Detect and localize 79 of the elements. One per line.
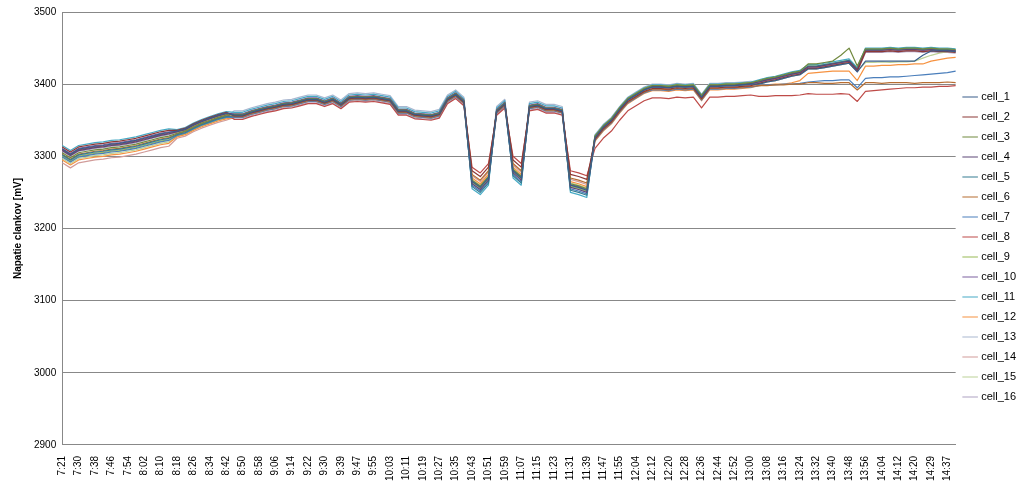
legend-label: cell_8 bbox=[981, 230, 1010, 243]
y-tick-label: 3200 bbox=[34, 222, 57, 234]
x-tick-label: 11:31 bbox=[564, 455, 576, 481]
x-tick-label: 8:02 bbox=[137, 455, 149, 476]
x-tick-label: 7:54 bbox=[121, 455, 133, 476]
y-axis-title: Napatie clankov [mV] bbox=[11, 177, 23, 280]
legend-label: cell_11 bbox=[981, 290, 1016, 303]
x-tick-label: 12:36 bbox=[695, 455, 707, 482]
x-tick-label: 9:06 bbox=[269, 455, 281, 476]
x-tick-label: 7:38 bbox=[88, 455, 100, 476]
y-tick-label: 3000 bbox=[34, 366, 57, 378]
legend-label: cell_1 bbox=[981, 90, 1010, 103]
x-tick-label: 11:39 bbox=[580, 455, 592, 481]
x-tick-label: 12:20 bbox=[662, 455, 674, 482]
legend-label: cell_7 bbox=[981, 210, 1010, 223]
x-tick-label: 9:22 bbox=[301, 455, 313, 476]
x-tick-label: 12:12 bbox=[646, 455, 658, 482]
x-tick-label: 12:04 bbox=[629, 455, 641, 482]
x-tick-label: 14:20 bbox=[908, 455, 920, 482]
x-tick-label: 8:58 bbox=[252, 455, 264, 476]
x-tick-label: 8:50 bbox=[236, 455, 248, 476]
legend-label: cell_10 bbox=[981, 270, 1016, 283]
x-tick-label: 8:26 bbox=[187, 455, 199, 476]
legend-label: cell_16 bbox=[981, 390, 1016, 403]
x-tick-label: 13:16 bbox=[777, 455, 789, 482]
y-tick-label: 3100 bbox=[34, 294, 57, 306]
x-tick-label: 13:24 bbox=[793, 455, 805, 482]
x-tick-label: 14:37 bbox=[941, 455, 953, 482]
y-tick-label: 3300 bbox=[34, 150, 57, 162]
x-tick-label: 14:04 bbox=[875, 455, 887, 482]
legend-label: cell_15 bbox=[981, 370, 1016, 383]
legend-label: cell_5 bbox=[981, 170, 1010, 183]
x-tick-label: 10:27 bbox=[433, 455, 445, 482]
x-tick-label: 14:29 bbox=[924, 455, 936, 482]
y-tick-label: 3400 bbox=[34, 77, 57, 89]
x-tick-label: 10:35 bbox=[449, 455, 461, 482]
x-tick-label: 9:39 bbox=[334, 455, 346, 476]
x-tick-label: 8:42 bbox=[219, 455, 231, 476]
x-tick-label: 10:03 bbox=[383, 455, 395, 482]
x-tick-label: 9:55 bbox=[367, 455, 379, 476]
x-tick-label: 12:52 bbox=[728, 455, 740, 482]
legend-label: cell_9 bbox=[981, 250, 1010, 263]
legend-label: cell_6 bbox=[981, 190, 1010, 203]
x-tick-label: 10:51 bbox=[482, 455, 494, 482]
x-tick-label: 11:55 bbox=[613, 455, 625, 481]
x-tick-label: 8:18 bbox=[170, 455, 182, 476]
x-tick-label: 7:30 bbox=[72, 455, 84, 476]
x-tick-label: 12:44 bbox=[711, 455, 723, 482]
x-tick-label: 7:46 bbox=[105, 455, 117, 476]
legend-label: cell_14 bbox=[981, 350, 1016, 363]
x-tick-label: 9:30 bbox=[318, 455, 330, 476]
y-tick-label: 2900 bbox=[34, 438, 57, 450]
x-tick-label: 11:07 bbox=[514, 455, 526, 481]
x-tick-label: 13:32 bbox=[810, 455, 822, 482]
legend-label: cell_4 bbox=[981, 150, 1010, 163]
legend-label: cell_12 bbox=[981, 310, 1016, 323]
x-tick-label: 9:14 bbox=[285, 455, 297, 476]
legend-label: cell_3 bbox=[981, 130, 1010, 143]
y-tick-label: 3500 bbox=[34, 5, 57, 17]
x-tick-label: 9:47 bbox=[351, 455, 363, 476]
x-tick-label: 13:00 bbox=[744, 455, 756, 482]
x-tick-label: 10:43 bbox=[465, 455, 477, 482]
legend-label: cell_13 bbox=[981, 330, 1016, 343]
x-tick-label: 7:21 bbox=[56, 455, 67, 476]
x-tick-label: 8:34 bbox=[203, 455, 215, 476]
x-tick-label: 10:11 bbox=[400, 455, 412, 481]
x-tick-label: 12:28 bbox=[678, 455, 690, 482]
x-tick-label: 13:40 bbox=[826, 455, 838, 482]
x-tick-label: 13:56 bbox=[859, 455, 871, 482]
x-tick-label: 13:48 bbox=[842, 455, 854, 482]
x-tick-label: 11:47 bbox=[596, 455, 608, 481]
x-tick-label: 8:10 bbox=[154, 455, 166, 476]
x-tick-label: 14:12 bbox=[892, 455, 904, 482]
x-tick-label: 10:59 bbox=[498, 455, 510, 482]
x-tick-label: 11:15 bbox=[531, 455, 543, 481]
x-tick-label: 13:08 bbox=[760, 455, 772, 482]
x-tick-label: 10:19 bbox=[416, 455, 428, 482]
x-tick-label: 11:23 bbox=[547, 455, 559, 481]
legend-label: cell_2 bbox=[981, 110, 1010, 123]
